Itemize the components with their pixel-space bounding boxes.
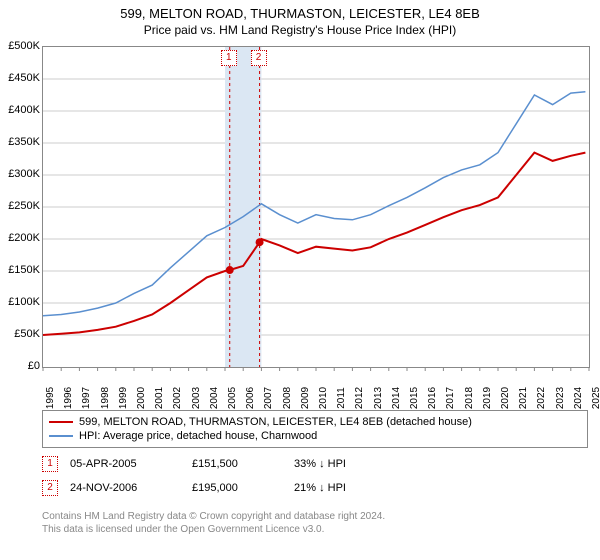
x-tick-label: 1995	[45, 387, 56, 409]
y-axis: £0£50K£100K£150K£200K£250K£300K£350K£400…	[0, 46, 42, 366]
y-tick-label: £300K	[4, 168, 40, 180]
x-tick-label: 2004	[209, 387, 220, 409]
y-tick-label: £150K	[4, 264, 40, 276]
x-tick-label: 2025	[591, 387, 600, 409]
x-tick-label: 2011	[336, 387, 347, 409]
sale-price: £195,000	[192, 482, 282, 494]
event-marker: 1	[221, 50, 237, 66]
x-tick-label: 2018	[464, 387, 475, 409]
x-tick-label: 2005	[227, 387, 238, 409]
x-tick-label: 2009	[300, 387, 311, 409]
attribution: Contains HM Land Registry data © Crown c…	[42, 510, 385, 536]
event-marker: 2	[42, 480, 58, 496]
sale-event-row: 1 05-APR-2005 £151,500 33% ↓ HPI	[42, 456, 346, 472]
y-tick-label: £50K	[4, 328, 40, 340]
event-marker: 2	[251, 50, 267, 66]
x-tick-label: 2013	[373, 387, 384, 409]
y-tick-label: £500K	[4, 40, 40, 52]
title-line-2: Price paid vs. HM Land Registry's House …	[0, 23, 600, 43]
legend-swatch	[49, 421, 73, 423]
x-tick-label: 2022	[536, 387, 547, 409]
x-tick-label: 2016	[427, 387, 438, 409]
sale-delta: 21% ↓ HPI	[294, 482, 346, 494]
attribution-line: Contains HM Land Registry data © Crown c…	[42, 510, 385, 523]
chart-title: 599, MELTON ROAD, THURMASTON, LEICESTER,…	[0, 0, 600, 42]
sale-price: £151,500	[192, 458, 282, 470]
x-tick-label: 1996	[63, 387, 74, 409]
plot-area	[42, 46, 590, 368]
x-tick-label: 2017	[445, 387, 456, 409]
x-tick-label: 2024	[573, 387, 584, 409]
x-tick-label: 1997	[81, 387, 92, 409]
event-marker: 1	[42, 456, 58, 472]
chart-container: 599, MELTON ROAD, THURMASTON, LEICESTER,…	[0, 0, 600, 560]
x-tick-label: 2007	[263, 387, 274, 409]
legend-label: 599, MELTON ROAD, THURMASTON, LEICESTER,…	[79, 416, 472, 428]
y-tick-label: £350K	[4, 136, 40, 148]
sale-event-row: 2 24-NOV-2006 £195,000 21% ↓ HPI	[42, 480, 346, 496]
x-tick-label: 2020	[500, 387, 511, 409]
x-axis: 1995 1996 1997 1998 1999 2000 2001 2002 2003 2004…	[42, 372, 588, 412]
sale-delta: 33% ↓ HPI	[294, 458, 346, 470]
y-tick-label: £450K	[4, 72, 40, 84]
y-tick-label: £400K	[4, 104, 40, 116]
legend: 599, MELTON ROAD, THURMASTON, LEICESTER,…	[42, 410, 588, 448]
y-tick-label: £200K	[4, 232, 40, 244]
x-tick-label: 2021	[518, 387, 529, 409]
y-tick-label: £100K	[4, 296, 40, 308]
x-tick-label: 2006	[245, 387, 256, 409]
title-line-1: 599, MELTON ROAD, THURMASTON, LEICESTER,…	[0, 6, 600, 23]
x-tick-label: 1998	[100, 387, 111, 409]
x-tick-label: 2023	[555, 387, 566, 409]
x-tick-label: 2019	[482, 387, 493, 409]
legend-label: HPI: Average price, detached house, Char…	[79, 430, 317, 442]
y-tick-label: £0	[4, 360, 40, 372]
x-tick-label: 2002	[172, 387, 183, 409]
x-tick-label: 2015	[409, 387, 420, 409]
sale-date: 24-NOV-2006	[70, 482, 180, 494]
plot-svg	[43, 47, 589, 367]
x-tick-label: 2003	[191, 387, 202, 409]
x-tick-label: 2000	[136, 387, 147, 409]
legend-row: 599, MELTON ROAD, THURMASTON, LEICESTER,…	[49, 415, 581, 429]
x-tick-label: 2010	[318, 387, 329, 409]
attribution-line: This data is licensed under the Open Gov…	[42, 523, 385, 536]
y-tick-label: £250K	[4, 200, 40, 212]
legend-row: HPI: Average price, detached house, Char…	[49, 429, 581, 443]
x-tick-label: 2001	[154, 387, 165, 409]
x-tick-label: 2008	[282, 387, 293, 409]
sale-date: 05-APR-2005	[70, 458, 180, 470]
x-tick-label: 2012	[354, 387, 365, 409]
legend-swatch	[49, 435, 73, 437]
x-tick-label: 2014	[391, 387, 402, 409]
x-tick-label: 1999	[118, 387, 129, 409]
